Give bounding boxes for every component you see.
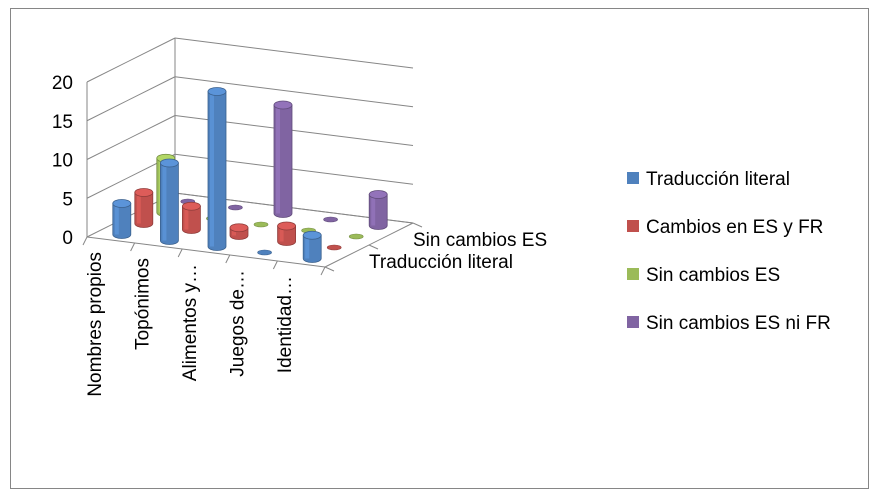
category-tick <box>272 260 278 270</box>
legend-item-sin-cambios-es-ni-fr: Sin cambios ES ni FR <box>627 313 831 334</box>
category-label: Nombres propios <box>85 252 106 397</box>
category-label: Juegos de… <box>228 270 249 377</box>
depth-tick <box>368 244 379 250</box>
legend-label: Traducción literal <box>646 169 790 190</box>
chart-labels: 0 5 10 15 20 Nombres propios Topónimos Alimento… <box>52 73 547 397</box>
side-gridline <box>86 37 176 83</box>
legend-label: Cambios en ES y FR <box>646 217 823 238</box>
bar-cambios-en-es-y-fr-alimentos-y <box>229 223 249 240</box>
bar-sin-cambios-es-ni-fr-identidad <box>368 190 388 230</box>
bar-cambios-en-es-y-fr-nombres-propios <box>134 188 154 228</box>
chart-bars <box>112 87 388 263</box>
legend-swatch <box>627 268 639 280</box>
chart-svg: 0 5 10 15 20 Nombres propios Topónimos Alimento… <box>52 37 831 397</box>
bar-traduccion-literal-nombres-propios <box>112 199 132 239</box>
bar-traduccion-literal-juegos-de <box>257 249 272 256</box>
depth-tick <box>324 266 335 272</box>
category-label: Alimentos y… <box>180 264 201 381</box>
depth-tick <box>412 222 423 228</box>
y-tick-label: 15 <box>52 112 73 133</box>
bar-traduccion-literal-identidad <box>302 230 322 263</box>
bar-traduccion-literal-alimentos-y <box>207 87 227 251</box>
y-tick-label: 0 <box>62 228 73 249</box>
category-label: Topónimos <box>132 258 153 350</box>
bar-sin-cambios-es-alimentos-y <box>253 221 269 228</box>
bar-sin-cambios-es-ni-fr-alimentos-y <box>273 100 293 218</box>
legend-swatch <box>627 220 639 232</box>
legend-swatch <box>627 172 639 184</box>
legend-label: Sin cambios ES ni FR <box>646 313 831 334</box>
bar-sin-cambios-es-ni-fr-juegos-de <box>323 216 338 223</box>
legend-item-cambios-en-es-y-fr: Cambios en ES y FR <box>627 217 823 238</box>
side-gridline <box>86 115 176 160</box>
chart-legend: Traducción literal Cambios en ES y FR Sin … <box>627 169 831 334</box>
category-tick <box>177 248 183 258</box>
y-tick-label: 20 <box>52 73 73 94</box>
back-gridline <box>174 37 414 69</box>
legend-swatch <box>627 316 639 328</box>
legend-item-traduccion-literal: Traducción literal <box>627 169 790 190</box>
legend-label: Sin cambios ES <box>646 265 780 286</box>
category-label: Identidad… <box>275 276 296 373</box>
y-tick-label: 10 <box>52 151 73 172</box>
bar-sin-cambios-es-identidad <box>348 233 364 240</box>
back-gridline <box>174 76 414 108</box>
bar-cambios-en-es-y-fr-identidad <box>326 244 342 251</box>
category-tick <box>225 254 231 264</box>
category-tick <box>130 242 136 252</box>
bar-sin-cambios-es-ni-fr-toponimos <box>228 204 243 211</box>
bar-traduccion-literal-toponimos <box>159 158 179 245</box>
depth-label: Sin cambios ES <box>413 230 547 251</box>
chart-frame: 0 5 10 15 20 Nombres propios Topónimos Alimento… <box>10 8 869 489</box>
y-tick-label: 5 <box>62 189 73 210</box>
legend-item-sin-cambios-es: Sin cambios ES <box>627 265 780 286</box>
side-gridline <box>86 76 176 122</box>
floor-edge <box>86 236 326 268</box>
bar-cambios-en-es-y-fr-toponimos <box>181 201 201 234</box>
bar-cambios-en-es-y-fr-juegos-de <box>277 221 297 246</box>
chart-walls <box>82 37 423 276</box>
category-tick <box>320 266 326 276</box>
depth-label: Traducción literal <box>369 252 513 273</box>
category-tick <box>82 236 88 246</box>
